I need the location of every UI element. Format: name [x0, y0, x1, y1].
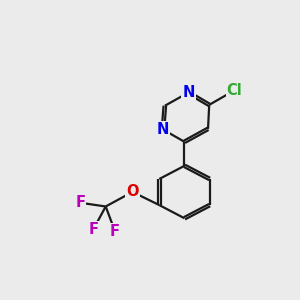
- Text: N: N: [157, 122, 169, 137]
- Text: O: O: [126, 184, 139, 200]
- Text: F: F: [110, 224, 120, 239]
- Text: Cl: Cl: [227, 83, 242, 98]
- Text: N: N: [182, 85, 195, 100]
- Text: F: F: [88, 222, 98, 237]
- Text: F: F: [75, 195, 85, 210]
